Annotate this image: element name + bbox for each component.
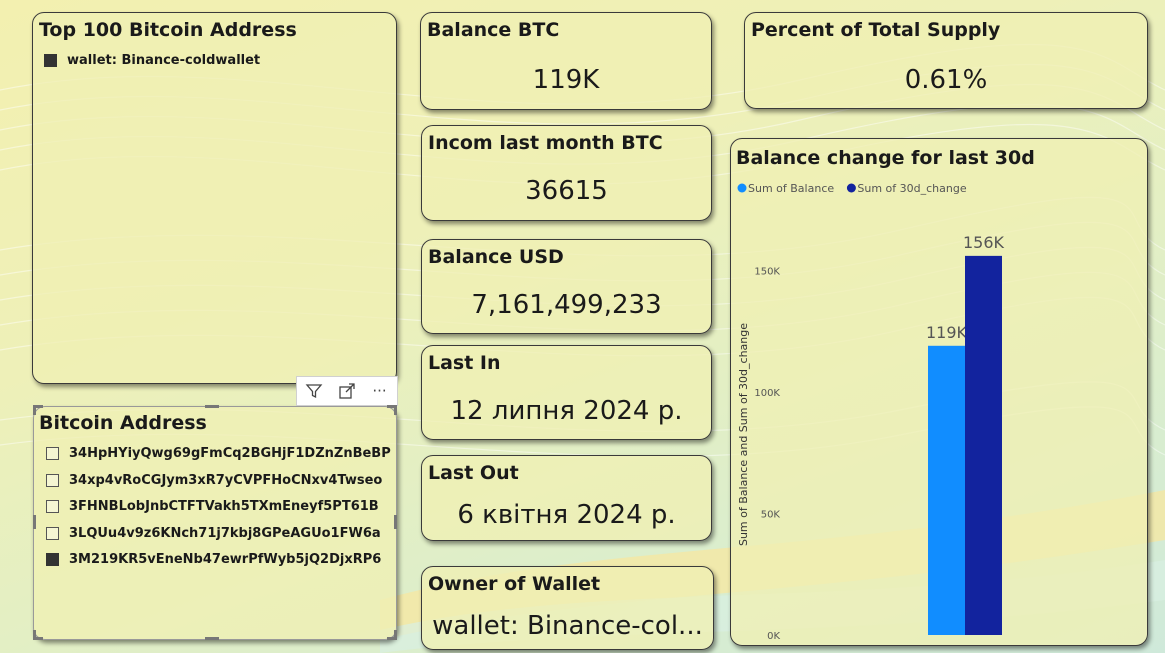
checkbox-checked — [46, 553, 59, 566]
balance-btc-value: 119K — [532, 65, 600, 95]
checkbox — [46, 500, 59, 513]
data-label: 156K — [963, 233, 1005, 252]
legend-marker — [846, 183, 856, 193]
top-addresses-title: Top 100 Bitcoin Address — [39, 19, 297, 41]
resize-handle[interactable] — [387, 405, 397, 408]
resize-handle[interactable] — [33, 637, 43, 640]
checkbox — [46, 474, 59, 487]
resize-handle[interactable] — [33, 405, 43, 408]
slicer-item[interactable]: 3FHNBLobJnbCTFTVakh5TXmEneyf5PT61B — [46, 499, 379, 514]
focus-mode-icon[interactable] — [330, 377, 363, 405]
slicer-item[interactable]: 34xp4vRoCGJym3xR7yCVPFHoCNxv4Twseo — [46, 473, 382, 488]
balance-usd-title: Balance USD — [428, 246, 564, 268]
bitcoin-address-slicer[interactable]: Bitcoin Address 34HpHYiyQwg69gFmCq2BGHjF… — [33, 406, 397, 640]
legend-label: Sum of 30d_change — [857, 182, 966, 195]
owner-value: wallet: Binance-col... — [432, 611, 703, 641]
percent-supply-card[interactable]: Percent of Total Supply 0.61% — [744, 12, 1148, 109]
resize-handle[interactable] — [205, 405, 219, 408]
legend-marker — [737, 183, 747, 193]
y-axis-title: Sum of Balance and Sum of 30d_change — [737, 323, 750, 546]
slicer-title: Bitcoin Address — [39, 412, 207, 434]
slicer-item[interactable]: 3LQUu4v9z6KNch71j7kbj8GPeAGUo1FW6a — [46, 526, 381, 541]
percent-supply-title: Percent of Total Supply — [751, 19, 1001, 41]
slicer-item-label: 3M219KR5vEneNb47ewrPfWyb5jQ2DjxRP6 — [69, 552, 382, 567]
resize-handle[interactable] — [387, 637, 397, 640]
more-options-icon[interactable]: ··· — [372, 382, 387, 400]
balance-usd-value: 7,161,499,233 — [471, 290, 662, 320]
balance-btc-card[interactable]: Balance BTC 119K — [420, 12, 712, 110]
balance-btc-title: Balance BTC — [427, 19, 560, 41]
last-in-value: 12 липня 2024 р. — [450, 396, 683, 426]
visual-header-toolbar: ··· — [296, 376, 398, 406]
legend-label: wallet: Binance-coldwallet — [67, 53, 261, 68]
last-out-title: Last Out — [428, 462, 519, 484]
income-last-month-value: 36615 — [525, 176, 608, 206]
y-tick-label: 0K — [767, 631, 780, 642]
resize-handle[interactable] — [33, 630, 36, 640]
top-addresses-card[interactable]: Top 100 Bitcoin Address wallet: Binance-… — [32, 12, 397, 384]
y-tick-label: 50K — [761, 509, 781, 520]
data-label: 119K — [926, 323, 968, 342]
legend-swatch — [44, 54, 57, 67]
owner-title: Owner of Wallet — [428, 573, 601, 595]
balance-change-chart-card[interactable]: Balance change for last 30d Sum of Balan… — [730, 138, 1148, 646]
legend-label: Sum of Balance — [748, 182, 834, 195]
last-out-card[interactable]: Last Out 6 квітня 2024 р. — [421, 455, 712, 541]
last-in-title: Last In — [428, 352, 501, 374]
income-last-month-title: Incom last month BTC — [428, 132, 663, 154]
resize-handle[interactable] — [394, 405, 397, 415]
last-out-value: 6 квітня 2024 р. — [457, 500, 676, 530]
resize-handle[interactable] — [33, 405, 36, 415]
last-in-card[interactable]: Last In 12 липня 2024 р. — [421, 345, 712, 440]
chart-title: Balance change for last 30d — [736, 147, 1035, 169]
income-last-month-card[interactable]: Incom last month BTC 36615 — [421, 125, 712, 221]
slicer-item-label: 34HpHYiyQwg69gFmCq2BGHjF1DZnZnBeBP — [69, 446, 391, 461]
slicer-item[interactable]: 34HpHYiyQwg69gFmCq2BGHjF1DZnZnBeBP — [46, 446, 391, 461]
balance-change-chart: Sum of Balance Sum of 30d_change Sum of Ba… — [737, 182, 1005, 642]
checkbox — [46, 527, 59, 540]
y-tick-label: 100K — [754, 388, 780, 399]
bar-sum-of-balance — [928, 345, 965, 635]
legend-item-binance-coldwallet[interactable]: wallet: Binance-coldwallet — [44, 53, 260, 68]
owner-card[interactable]: Owner of Wallet wallet: Binance-col... — [421, 566, 714, 650]
resize-handle[interactable] — [394, 630, 397, 640]
bar-sum-of-30d-change — [965, 255, 1002, 635]
resize-handle[interactable] — [33, 515, 36, 529]
slicer-item-label: 3LQUu4v9z6KNch71j7kbj8GPeAGUo1FW6a — [69, 526, 381, 541]
balance-usd-card[interactable]: Balance USD 7,161,499,233 — [421, 239, 712, 334]
resize-handle[interactable] — [205, 637, 219, 640]
slicer-item-label: 3FHNBLobJnbCTFTVakh5TXmEneyf5PT61B — [69, 499, 379, 514]
y-tick-label: 150K — [754, 266, 780, 277]
percent-supply-value: 0.61% — [904, 65, 988, 95]
resize-handle[interactable] — [394, 515, 397, 529]
filter-icon[interactable] — [297, 377, 330, 405]
slicer-item-selected[interactable]: 3M219KR5vEneNb47ewrPfWyb5jQ2DjxRP6 — [46, 552, 381, 567]
slicer-item-label: 34xp4vRoCGJym3xR7yCVPFHoCNxv4Twseo — [69, 473, 383, 488]
checkbox — [46, 447, 59, 460]
